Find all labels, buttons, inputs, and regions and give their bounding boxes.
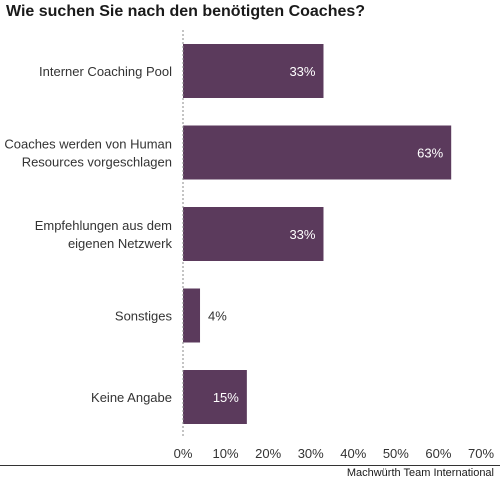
category-label: Resources vorgeschlagen (22, 155, 172, 170)
category-label: Empfehlungen aus dem (35, 218, 172, 233)
source-credit: Machwürth Team International (346, 467, 494, 479)
data-label: 4% (208, 309, 227, 324)
bar (183, 125, 452, 180)
chart-title: Wie suchen Sie nach den benötigten Coach… (6, 3, 366, 20)
bar (183, 370, 247, 424)
bar (183, 288, 201, 343)
data-label: 33% (289, 64, 315, 79)
category-label: eigenen Netzwerk (68, 236, 173, 251)
bar (183, 207, 324, 261)
x-tick-label: 40% (340, 446, 366, 461)
x-tick-label: 20% (255, 446, 281, 461)
x-tick-label: 30% (298, 446, 324, 461)
x-axis: 0% 10% 20% 30% 40% 50% 60% 70% (0, 30, 500, 466)
data-label: 15% (213, 390, 239, 405)
bars-layer: 33% 63% 33% 4% 15% (183, 44, 452, 424)
category-label: Sonstiges (115, 309, 173, 324)
category-label: Coaches werden von Human (4, 137, 172, 152)
x-tick-label: 50% (383, 446, 409, 461)
data-label: 33% (289, 227, 315, 242)
x-tick-label: 60% (425, 446, 451, 461)
bar (183, 44, 324, 98)
category-label: Interner Coaching Pool (39, 64, 172, 79)
data-label: 63% (417, 146, 443, 161)
x-tick-label: 10% (213, 446, 239, 461)
x-tick-label: 0% (174, 446, 193, 461)
category-label: Keine Angabe (91, 390, 172, 405)
category-labels-layer: Interner Coaching Pool Coaches werden von… (4, 64, 172, 405)
x-tick-label: 70% (468, 446, 494, 461)
